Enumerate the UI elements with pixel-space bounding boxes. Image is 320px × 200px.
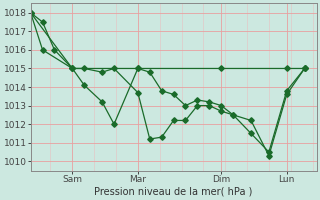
X-axis label: Pression niveau de la mer( hPa ): Pression niveau de la mer( hPa ): [94, 187, 253, 197]
